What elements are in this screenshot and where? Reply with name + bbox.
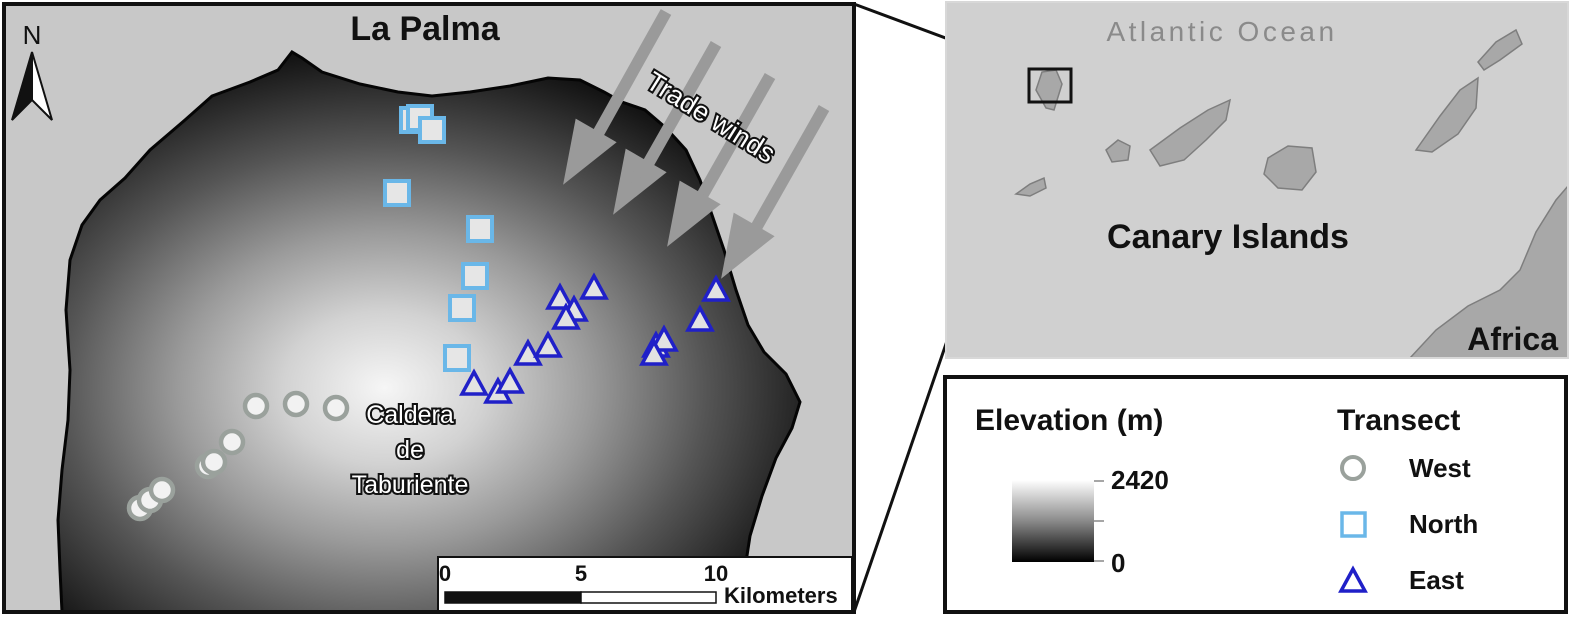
west-transect-markers <box>126 390 350 522</box>
inset-island-fuerteventura <box>1414 76 1479 153</box>
east-legend-label: East <box>1409 565 1464 595</box>
west-transect-marker <box>282 390 310 418</box>
north-legend-symbol <box>1340 511 1367 538</box>
north-transect-marker <box>461 262 489 290</box>
west-legend-symbol <box>1340 455 1366 481</box>
inset-continent-label: Africa <box>1467 321 1558 357</box>
scale-tick-10: 10 <box>704 561 728 586</box>
north-transect-marker <box>466 215 494 243</box>
caldera-label-line-1: Caldera <box>366 401 454 429</box>
elevation-gradient-bar <box>1012 480 1094 562</box>
elevation-max-label: 2420 <box>1111 465 1169 495</box>
north-legend-label: North <box>1409 509 1478 539</box>
main-map: Trade winds Caldera de Taburiente La Pal… <box>4 4 854 612</box>
inset-island-lanzarote <box>1477 28 1523 72</box>
west-transect-marker <box>200 448 228 476</box>
east-transect-marker <box>551 302 581 330</box>
inset-island-la-palma <box>1035 69 1063 111</box>
trade-wind-arrows <box>563 9 830 279</box>
west-legend-label: West <box>1409 453 1471 483</box>
east-transect-marker <box>685 304 715 332</box>
inset-island-gran-canaria <box>1263 145 1317 191</box>
north-label: N <box>23 20 42 50</box>
inset-sea <box>946 2 1568 358</box>
inset-map: Atlantic Ocean Canary Islands Africa <box>946 2 1568 358</box>
north-transect-marker <box>443 344 471 372</box>
west-transect-marker <box>322 394 350 422</box>
scale-tick-0: 0 <box>439 561 451 586</box>
inset-africa-landmass <box>1408 184 1568 358</box>
west-transect-marker <box>148 476 176 504</box>
inset-island-tenerife <box>1148 98 1232 167</box>
inset-island-la-gomera <box>1105 139 1131 163</box>
east-transect-marker <box>579 272 609 300</box>
inset-region-label: Canary Islands <box>1107 218 1349 256</box>
inset-location-box <box>1027 67 1073 104</box>
la-palma-island <box>56 50 802 612</box>
main-map-frame <box>2 2 856 614</box>
elevation-legend-title: Elevation (m) <box>975 404 1163 437</box>
scale-unit: Kilometers <box>724 583 838 608</box>
north-transect-marker <box>383 179 411 207</box>
west-transect-marker <box>218 428 246 456</box>
east-transect-marker <box>459 368 489 396</box>
east-transect-marker <box>513 338 543 366</box>
inset-ocean-label: Atlantic Ocean <box>1106 16 1337 47</box>
east-transect-marker <box>639 338 669 366</box>
east-transect-markers <box>459 272 731 404</box>
map-title: La Palma <box>350 10 500 48</box>
caldera-label-line-3: Taburiente <box>352 471 469 499</box>
west-transect-marker <box>242 392 270 420</box>
scale-bar: 0 5 10 Kilometers <box>437 556 853 612</box>
east-transect-marker <box>495 366 525 394</box>
north-transect-marker <box>418 116 446 144</box>
east-legend-symbol <box>1338 565 1368 593</box>
inset-island-el-hierro <box>1014 176 1047 197</box>
east-transect-marker <box>649 324 679 352</box>
north-arrow-icon: N <box>11 20 53 121</box>
inset-map-frame <box>945 1 1569 359</box>
east-transect-marker <box>701 274 731 302</box>
east-transect-marker <box>533 330 563 358</box>
caldera-label-line-2: de <box>396 436 424 464</box>
legend: Elevation (m) 2420 0 Transect West North… <box>943 375 1568 614</box>
north-transect-marker <box>448 294 476 322</box>
elevation-min-label: 0 <box>1111 548 1125 578</box>
caldera-label: Caldera de Taburiente <box>350 399 471 501</box>
transect-legend-title: Transect <box>1337 404 1460 437</box>
north-transect-markers <box>383 104 494 372</box>
scale-tick-5: 5 <box>575 561 587 586</box>
